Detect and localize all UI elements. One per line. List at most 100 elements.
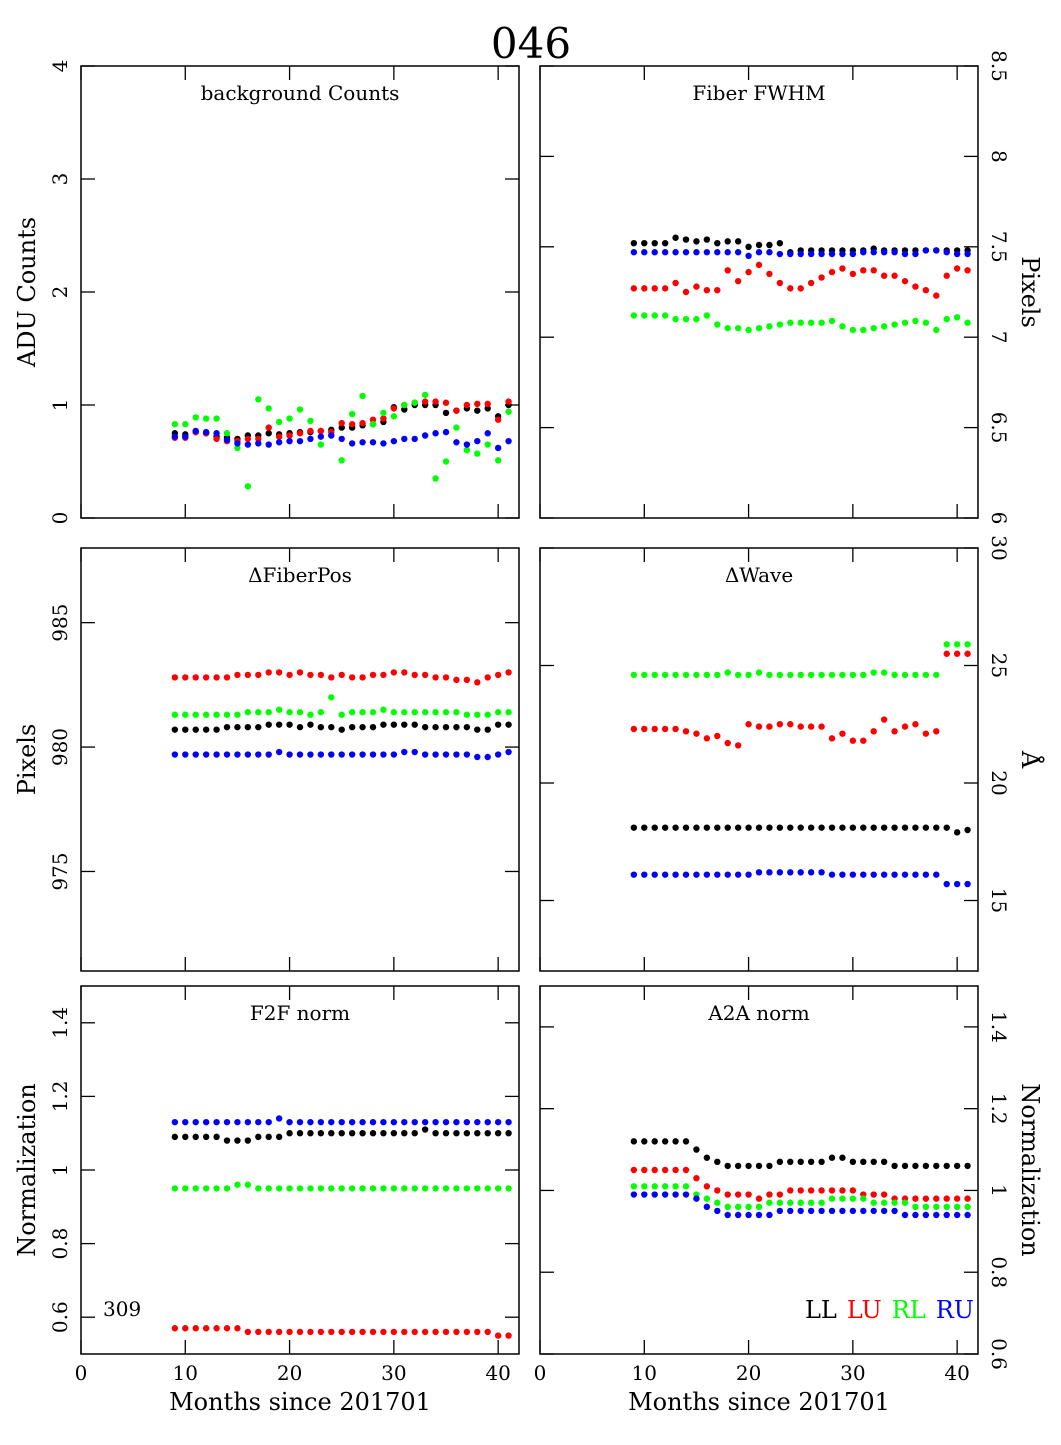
data-point — [912, 824, 919, 831]
data-point — [234, 711, 241, 718]
data-point — [880, 871, 888, 878]
data-point — [171, 1325, 179, 1332]
data-point — [474, 437, 481, 445]
data-point — [494, 1185, 502, 1192]
data-point — [703, 824, 711, 831]
data-point — [328, 1185, 335, 1192]
data-point — [693, 283, 700, 290]
data-point — [411, 1328, 418, 1336]
data-point — [933, 824, 940, 831]
data-point — [745, 1162, 752, 1170]
data-point — [307, 711, 314, 718]
data-point — [964, 1203, 971, 1211]
data-point — [672, 671, 679, 679]
data-point — [943, 272, 950, 279]
data-point — [202, 1118, 210, 1126]
data-point — [641, 1166, 648, 1174]
data-point — [421, 671, 429, 679]
data-point — [922, 1203, 930, 1211]
data-point — [891, 871, 898, 878]
data-point — [661, 671, 669, 679]
data-point — [901, 277, 909, 285]
data-point — [484, 711, 491, 718]
data-point — [672, 824, 679, 831]
data-point — [912, 1211, 919, 1219]
data-point — [265, 1118, 272, 1126]
data-point — [411, 671, 418, 679]
data-point — [870, 1199, 877, 1206]
data-point — [171, 421, 179, 428]
data-point — [755, 1162, 763, 1170]
data-point — [432, 398, 439, 405]
data-point — [328, 1328, 335, 1336]
data-point — [755, 1203, 763, 1211]
data-point — [745, 243, 752, 250]
data-point — [870, 1207, 877, 1215]
data-point — [839, 265, 846, 272]
data-point — [776, 671, 784, 679]
data-point — [244, 1328, 252, 1336]
data-point — [401, 435, 408, 443]
data-point — [484, 430, 491, 437]
data-point — [192, 427, 199, 435]
data-point — [359, 723, 366, 731]
data-point — [943, 1211, 950, 1219]
data-point — [818, 869, 825, 876]
data-point — [234, 1325, 241, 1332]
data-point — [202, 1133, 210, 1141]
data-point — [912, 721, 919, 728]
data-point — [953, 829, 961, 836]
data-point — [453, 439, 460, 446]
data-point — [933, 1203, 940, 1211]
data-point — [380, 1185, 387, 1192]
data-point — [244, 1118, 252, 1126]
data-point — [703, 249, 711, 256]
panel-title: ΔFiberPos — [248, 563, 352, 587]
data-point — [275, 1185, 283, 1192]
data-point — [828, 871, 836, 878]
data-point — [275, 748, 283, 756]
data-point — [724, 1162, 731, 1170]
data-point — [255, 723, 262, 731]
data-point — [401, 721, 408, 728]
data-point — [328, 674, 335, 681]
data-point — [421, 723, 429, 731]
data-point — [380, 706, 387, 713]
data-point — [380, 671, 387, 679]
data-point — [275, 439, 283, 446]
data-point — [380, 1328, 387, 1336]
data-point — [807, 319, 815, 326]
data-point — [776, 321, 784, 328]
data-point — [776, 279, 784, 287]
data-point — [661, 871, 669, 878]
data-point — [442, 723, 450, 731]
data-point — [891, 1199, 898, 1206]
data-point — [787, 721, 794, 728]
data-point — [338, 726, 345, 733]
data-point — [693, 1195, 700, 1202]
data-point — [223, 1325, 231, 1332]
panel-title: background Counts — [201, 81, 400, 105]
data-point — [275, 1328, 283, 1336]
data-point — [703, 735, 711, 742]
data-point — [369, 1130, 377, 1137]
data-point — [693, 1174, 700, 1182]
data-point — [807, 1199, 815, 1206]
data-point — [745, 326, 752, 334]
data-point — [484, 441, 491, 448]
data-point — [672, 1166, 679, 1174]
data-point — [734, 671, 742, 679]
data-point — [505, 721, 512, 728]
data-point — [348, 410, 356, 418]
data-point — [317, 427, 325, 435]
data-point — [849, 326, 857, 334]
data-point — [192, 674, 199, 681]
data-point — [265, 441, 272, 448]
data-point — [787, 1199, 794, 1206]
data-point — [171, 751, 179, 758]
data-point — [880, 716, 888, 723]
data-point — [724, 739, 731, 747]
data-point — [849, 824, 857, 831]
data-point — [182, 1185, 189, 1192]
